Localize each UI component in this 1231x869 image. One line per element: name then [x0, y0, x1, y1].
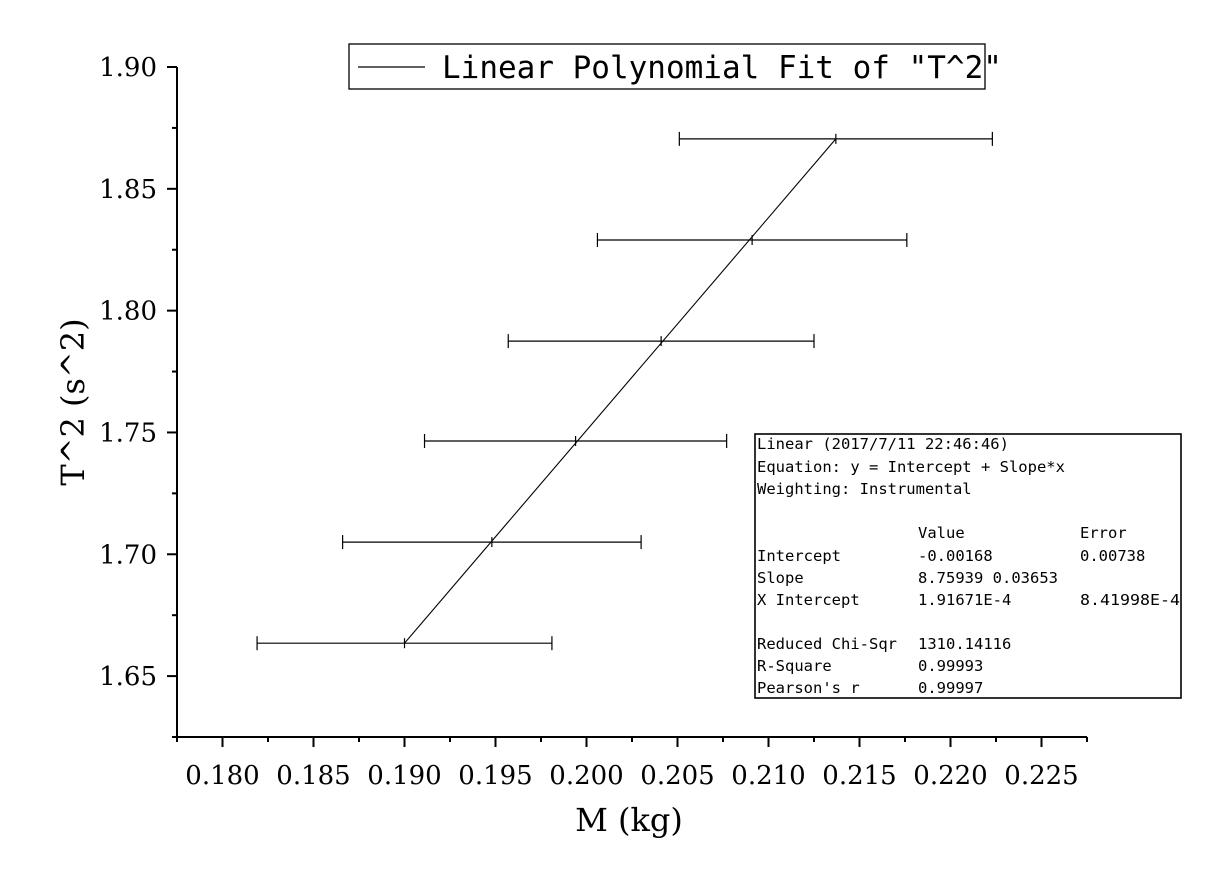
data-point [507, 334, 815, 349]
y-tick-label: 1.85 [99, 175, 157, 205]
stats-pearson-value: 0.99997 [918, 679, 983, 697]
y-ticks: 1.65 1.70 1.75 1.80 1.85 1.90 [99, 53, 177, 738]
stats-pearson-name: Pearson's r [757, 679, 860, 697]
stats-header-error: Error [1080, 524, 1127, 542]
stats-row-xintercept-value: 1.91671E-4 [918, 591, 1011, 609]
x-ticks: 0.180 0.185 0.190 0.195 0.200 0.205 0.210 0.215… [176, 737, 1088, 791]
y-tick-label: 1.90 [99, 53, 157, 83]
legend-entry: Linear Polynomial Fit of "T^2" [442, 50, 1002, 86]
stats-line-weighting: Weighting: Instrumental [757, 480, 972, 498]
y-tick-label: 1.65 [99, 662, 157, 692]
x-tick-label: 0.185 [276, 761, 350, 791]
data-point [256, 636, 553, 651]
x-axis-label: M (kg) [575, 801, 683, 839]
x-tick-label: 0.200 [549, 761, 623, 791]
stats-header-value: Value [918, 524, 965, 542]
y-tick-label: 1.75 [99, 418, 157, 448]
stats-row-intercept-value: -0.00168 [918, 547, 993, 565]
x-tick-label: 0.220 [913, 761, 987, 791]
y-tick-label: 1.70 [99, 540, 157, 570]
stats-line-title: Linear (2017/7/11 22:46:46) [757, 435, 1009, 453]
stats-chisqr-name: Reduced Chi-Sqr [757, 635, 897, 653]
x-tick-label: 0.225 [1004, 761, 1078, 791]
stats-rsquare-name: R-Square [757, 657, 832, 675]
data-point [423, 433, 728, 448]
y-tick-label: 1.80 [99, 297, 157, 327]
stats-row-slope-value: 8.75939 0.03653 [918, 569, 1058, 587]
stats-row-xintercept-error: 8.41998E-4 [1080, 591, 1180, 609]
legend: Linear Polynomial Fit of "T^2" [348, 43, 1002, 90]
stats-line-equation: Equation: y = Intercept + Slope*x [757, 458, 1065, 476]
stats-chisqr-value: 1310.14116 [918, 635, 1011, 653]
data-point [342, 535, 642, 550]
stats-box-frame [754, 433, 1182, 699]
x-tick-label: 0.180 [185, 761, 259, 791]
x-tick-label: 0.195 [458, 761, 532, 791]
x-tick-label: 0.215 [822, 761, 896, 791]
stats-row-intercept-name: Intercept [757, 547, 841, 565]
data-point [678, 131, 993, 146]
legend-box [348, 43, 986, 90]
data-point [596, 232, 908, 247]
stats-rsquare-value: 0.99993 [918, 657, 983, 675]
x-tick-label: 0.205 [640, 761, 714, 791]
stats-box: Linear (2017/7/11 22:46:46) Equation: y … [754, 433, 1182, 699]
stats-row-xintercept-name: X Intercept [757, 591, 860, 609]
stats-row-intercept-error: 0.00738 [1080, 547, 1145, 565]
fit-line-group [404, 138, 837, 644]
fit-line [404, 138, 837, 644]
x-tick-label: 0.190 [367, 761, 441, 791]
stats-row-slope-name: Slope [757, 569, 804, 587]
x-tick-label: 0.210 [731, 761, 805, 791]
y-axis-label: T^2 (s^2) [54, 318, 92, 485]
error-bars [256, 131, 993, 651]
